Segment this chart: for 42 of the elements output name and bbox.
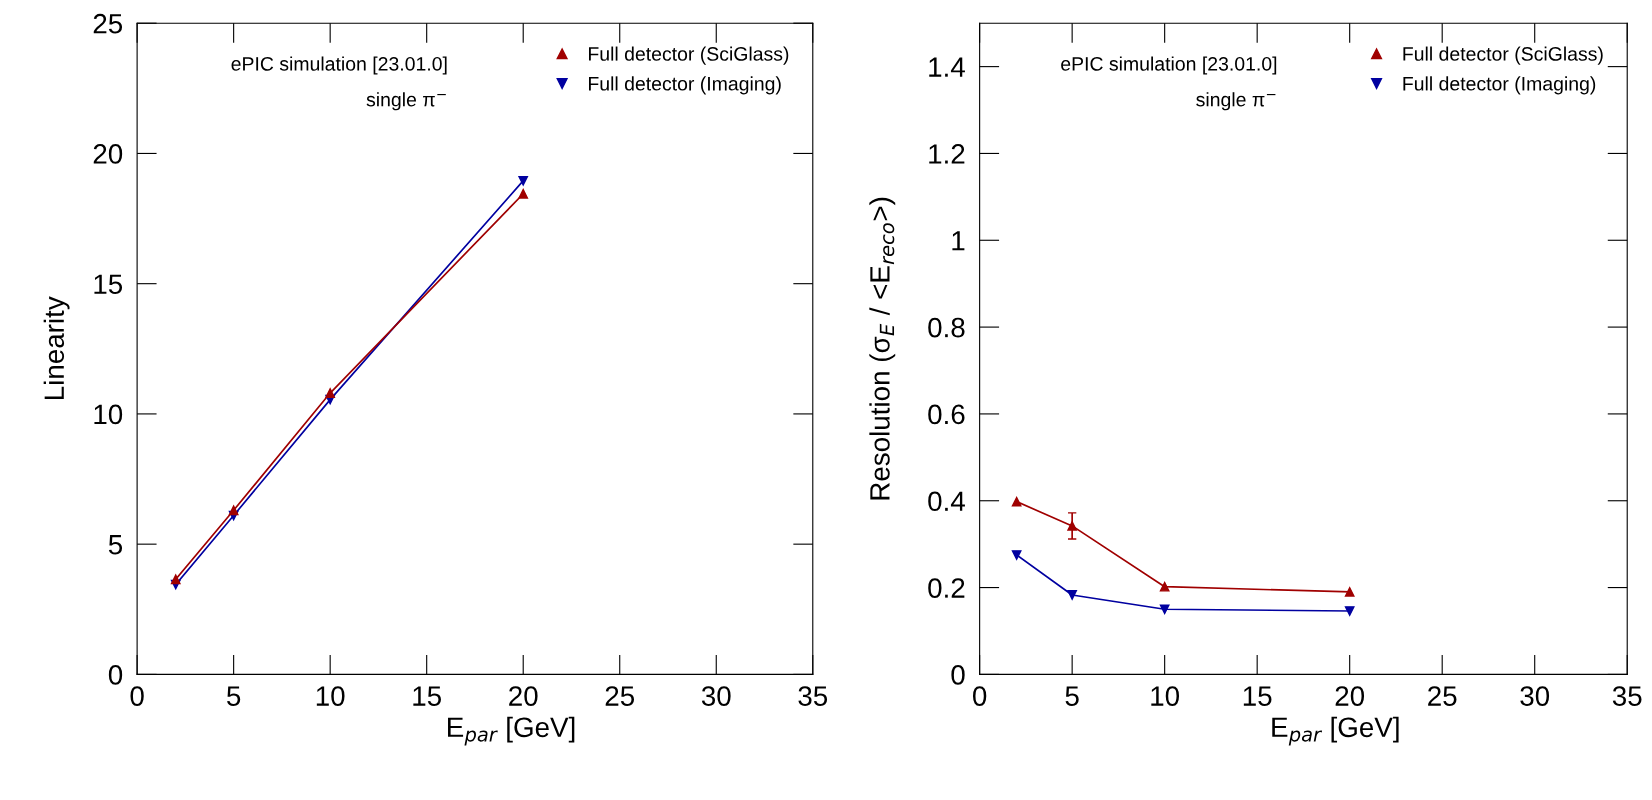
y-axis-title: Linearity bbox=[43, 296, 70, 400]
y-tick-label: 25 bbox=[93, 13, 123, 34]
y-axis-title: Resolution (σ$_{E}$ / <E$_{reco}$>) bbox=[869, 197, 896, 500]
x-axis-title: E$_{par}$ [GeV] bbox=[448, 716, 575, 746]
x-tick-label: 0 bbox=[973, 686, 987, 706]
x-tick-label: 25 bbox=[1428, 686, 1457, 706]
y-tick-label: 0.4 bbox=[928, 491, 965, 512]
y-tick-label: 1.2 bbox=[929, 144, 965, 164]
y-tick-label: 0.8 bbox=[928, 317, 965, 338]
annotation: single π$^{−}$ bbox=[1196, 92, 1276, 111]
y-tick-label: 1 bbox=[952, 231, 965, 251]
x-tick-label: 25 bbox=[605, 686, 635, 706]
x-tick-label: 20 bbox=[509, 686, 538, 706]
x-tick-label: 20 bbox=[1335, 686, 1365, 706]
legend-label: Full detector (SciGlass) bbox=[589, 46, 789, 65]
x-tick-label: 15 bbox=[413, 686, 441, 706]
x-tick-label: 0 bbox=[130, 686, 144, 706]
y-tick-label: 5 bbox=[108, 535, 123, 555]
y-tick-label: 0.6 bbox=[928, 404, 965, 425]
x-tick-label: 15 bbox=[1243, 686, 1272, 706]
x-tick-label: 5 bbox=[1065, 686, 1079, 706]
x-tick-label: 10 bbox=[316, 686, 345, 706]
legend-label: Full detector (Imaging) bbox=[1403, 76, 1596, 95]
x-axis-title: E$_{par}$ [GeV] bbox=[1272, 716, 1399, 746]
y-tick-label: 0 bbox=[951, 665, 965, 685]
y-tick-label: 0 bbox=[108, 665, 123, 685]
y-tick-label: 15 bbox=[94, 274, 123, 295]
x-tick-label: 35 bbox=[1612, 686, 1642, 706]
x-tick-label: 30 bbox=[701, 686, 731, 706]
y-tick-label: 1.4 bbox=[929, 57, 965, 77]
y-tick-label: 0.2 bbox=[928, 578, 965, 598]
annotation: ePIC simulation [23.01.0] bbox=[231, 56, 447, 75]
legend-label: Full detector (SciGlass) bbox=[1403, 46, 1603, 65]
x-tick-label: 10 bbox=[1151, 686, 1180, 706]
y-tick-label: 10 bbox=[94, 404, 123, 425]
x-tick-label: 35 bbox=[798, 686, 828, 706]
annotation: single π$^{−}$ bbox=[366, 92, 446, 111]
legend-label: Full detector (Imaging) bbox=[589, 76, 781, 95]
annotation: ePIC simulation [23.01.0] bbox=[1061, 56, 1277, 75]
x-tick-label: 30 bbox=[1520, 686, 1550, 706]
x-tick-label: 5 bbox=[227, 686, 241, 706]
y-tick-label: 20 bbox=[93, 144, 123, 164]
